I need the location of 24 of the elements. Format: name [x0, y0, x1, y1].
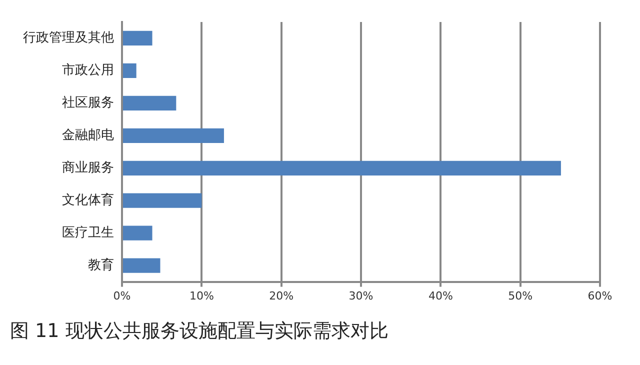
bar [123, 63, 136, 78]
bar [123, 30, 152, 46]
y-tick-label: 社区服务 [62, 96, 114, 111]
y-tick-label: 文化体育 [62, 192, 114, 208]
y-tick-label: 市政公用 [62, 63, 114, 78]
x-tick-label: 50% [508, 289, 533, 302]
y-tick-label: 商业服务 [62, 160, 114, 176]
y-tick-label: 行政管理及其他 [23, 30, 114, 46]
x-tick-label: 30% [348, 289, 374, 302]
x-tick-label: 0% [113, 289, 131, 302]
bar [123, 226, 152, 240]
x-tick-label: 40% [428, 289, 453, 302]
x-tick-label: 60% [588, 289, 612, 302]
x-tick-label: 20% [269, 289, 294, 302]
x-tick-label: 10% [189, 289, 214, 302]
bar [123, 193, 202, 208]
y-tick-label: 金融邮电 [62, 128, 114, 144]
y-tick-label: 教育 [88, 256, 114, 273]
bar [123, 96, 176, 110]
bar [123, 258, 160, 273]
y-tick-label: 医疗卫生 [62, 225, 114, 240]
text: 图 11 现状公共服务设施配置与实际需求对比 [10, 319, 388, 344]
bar [123, 128, 224, 143]
bar [123, 160, 561, 176]
